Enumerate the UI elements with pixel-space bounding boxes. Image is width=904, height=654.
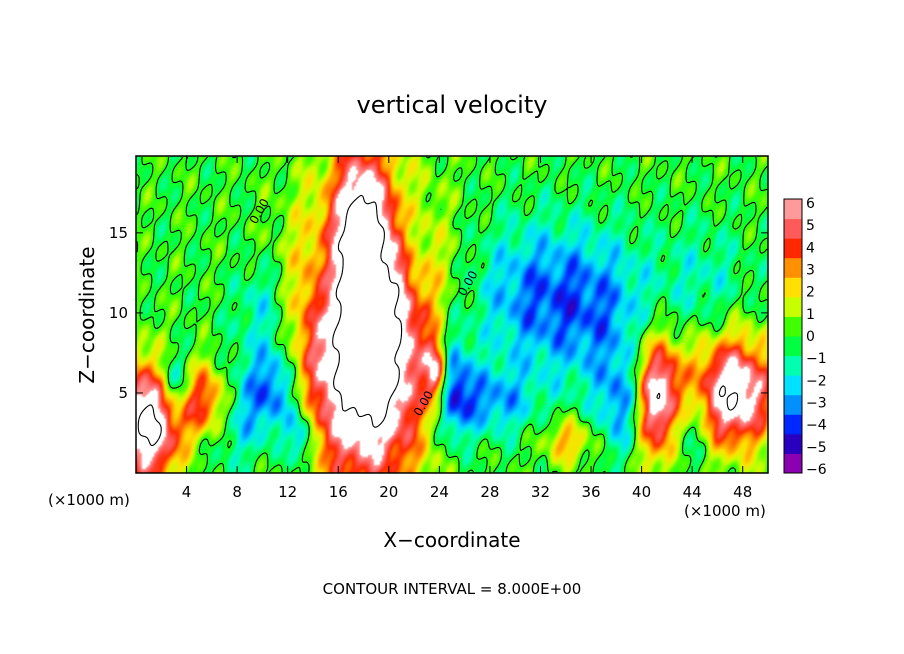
x-tick-label: 36 <box>581 483 600 501</box>
x-unit-label-right: (×1000 m) <box>684 502 766 520</box>
colorbar-swatch <box>784 316 802 337</box>
colorbar-swatch <box>784 414 802 435</box>
colorbar-tick-label: −2 <box>806 373 827 389</box>
x-unit-label-left: (×1000 m) <box>48 491 130 509</box>
x-tick-label: 8 <box>232 483 242 501</box>
colorbar-swatch <box>784 257 802 278</box>
colorbar-swatch <box>784 296 802 317</box>
x-tick-label: 32 <box>531 483 550 501</box>
colorbar-tick-label: 1 <box>806 307 815 323</box>
x-axis: 4 8 12 16 20 24 28 32 36 40 44 48 <box>182 156 752 501</box>
colorbar-swatch <box>784 433 802 454</box>
colorbar: 6 5 4 3 2 1 0 −1 −2 −3 −4 −5 −6 <box>783 196 827 478</box>
x-tick-label: 40 <box>632 483 651 501</box>
x-tick-label: 24 <box>430 483 449 501</box>
chart-title: vertical velocity <box>357 91 548 119</box>
colorbar-tick-label: 3 <box>806 263 815 279</box>
contour-line <box>137 194 739 446</box>
colorbar-tick-label: −4 <box>806 418 827 434</box>
contour-interval-note: CONTOUR INTERVAL = 8.000E+00 <box>323 580 582 598</box>
colorbar-tick-label: 4 <box>806 240 815 256</box>
colorbar-tick-label: −6 <box>806 462 827 478</box>
x-axis-label: X−coordinate <box>383 528 520 552</box>
y-tick-label: 10 <box>109 304 128 322</box>
contour-lines <box>136 156 768 473</box>
x-tick-label: 4 <box>182 483 192 501</box>
y-tick-label: 5 <box>118 384 128 402</box>
heatmap-field <box>136 156 768 473</box>
colorbar-swatch <box>784 375 802 396</box>
x-tick-label: 48 <box>733 483 752 501</box>
colorbar-tick-label: −5 <box>806 440 827 456</box>
colorbar-swatch <box>784 355 802 376</box>
colorbar-tick-label: 6 <box>806 196 815 212</box>
plot-frame <box>135 155 769 474</box>
colorbar-tick-label: −3 <box>806 396 827 412</box>
y-tick-label: 15 <box>109 224 128 242</box>
colorbar-tick-label: −1 <box>806 351 827 367</box>
y-axis-label: Z−coordinate <box>75 246 99 383</box>
colorbar-swatch <box>784 453 802 474</box>
colorbar-tick-label: 0 <box>806 329 815 345</box>
colorbar-tick-label: 2 <box>806 285 815 301</box>
colorbar-swatch <box>784 199 802 220</box>
x-tick-label: 12 <box>278 483 297 501</box>
colorbar-swatch <box>784 277 802 298</box>
x-tick-label: 28 <box>480 483 499 501</box>
x-tick-label: 16 <box>329 483 348 501</box>
colorbar-swatch <box>784 218 802 239</box>
colorbar-frame <box>783 198 803 474</box>
colorbar-tick-label: 5 <box>806 218 815 234</box>
colorbar-swatch <box>784 336 802 357</box>
colorbar-swatch <box>784 394 802 415</box>
y-axis: 5 10 15 <box>109 224 768 402</box>
colorbar-swatch <box>784 238 802 259</box>
contour-line <box>136 156 768 473</box>
x-tick-label: 44 <box>683 483 702 501</box>
x-tick-label: 20 <box>379 483 398 501</box>
